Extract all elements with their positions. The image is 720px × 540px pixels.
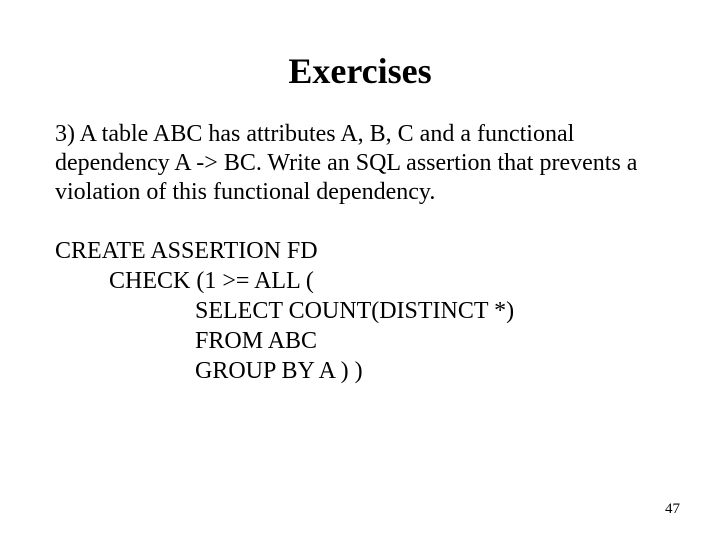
- slide-title: Exercises: [55, 50, 665, 92]
- code-line: CREATE ASSERTION FD: [55, 236, 665, 266]
- sql-code-block: CREATE ASSERTION FD CHECK (1 >= ALL ( SE…: [55, 236, 665, 386]
- code-line: SELECT COUNT(DISTINCT *): [55, 296, 665, 326]
- page-number: 47: [665, 501, 680, 518]
- slide-container: Exercises 3) A table ABC has attributes …: [0, 0, 720, 540]
- exercise-question: 3) A table ABC has attributes A, B, C an…: [55, 120, 665, 206]
- code-line: FROM ABC: [55, 326, 665, 356]
- code-line: CHECK (1 >= ALL (: [55, 266, 665, 296]
- code-line: GROUP BY A ) ): [55, 356, 665, 386]
